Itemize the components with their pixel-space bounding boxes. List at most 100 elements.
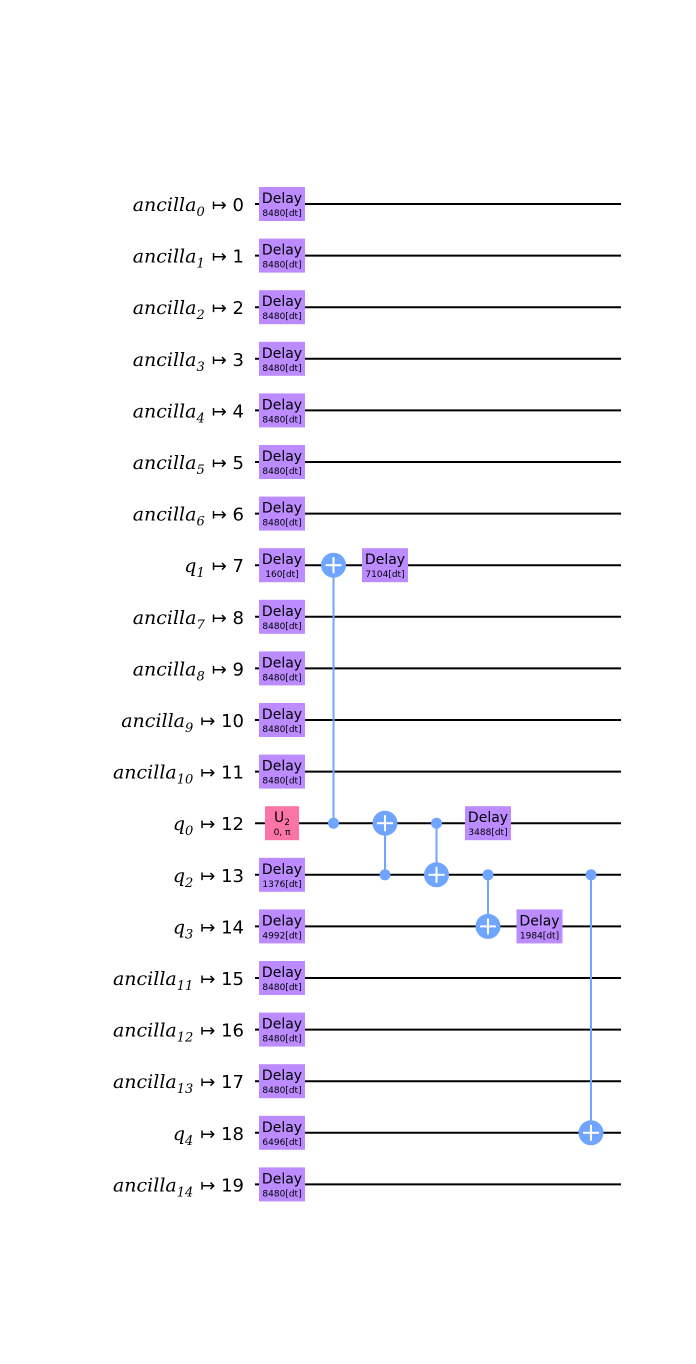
- qubit-label: q2 ↦ 13: [173, 865, 244, 891]
- gate-parameter: 8480[dt]: [262, 467, 301, 477]
- gate-label: Delay: [468, 810, 508, 826]
- delay-gate: Delay 8480[dt]: [259, 187, 305, 221]
- gate-label: Delay: [262, 1068, 302, 1084]
- cnot-target: [321, 552, 346, 578]
- gate-label: Delay: [262, 397, 302, 413]
- qubit-label: ancilla13 ↦ 17: [113, 1071, 244, 1097]
- delay-gate: Delay 7104[dt]: [362, 548, 408, 583]
- gate-parameter: 1984[dt]: [520, 931, 559, 941]
- delay-gate: Delay 8480[dt]: [259, 599, 305, 634]
- gate-parameter: 8480[dt]: [262, 622, 301, 632]
- delay-gate: Delay 1376[dt]: [259, 857, 305, 892]
- gate-label: Delay: [262, 1017, 302, 1033]
- gate-parameter: 4992[dt]: [262, 931, 301, 941]
- cnot-target: [372, 810, 398, 836]
- gate-parameter: 8480[dt]: [262, 983, 301, 993]
- gate-parameter: 8480[dt]: [262, 777, 301, 787]
- qubit-label: ancilla11 ↦ 15: [113, 968, 244, 994]
- delay-gate: Delay 8480[dt]: [259, 290, 305, 325]
- cnot-control-dot: [585, 869, 597, 881]
- qubit-label: ancilla14 ↦ 19: [113, 1174, 244, 1200]
- gate-parameter: 8480[dt]: [262, 673, 301, 683]
- delay-gate: Delay 4992[dt]: [259, 909, 305, 944]
- qubit-label: q4 ↦ 18: [173, 1123, 244, 1149]
- gate-label: Delay: [262, 501, 302, 517]
- gate-label: Delay: [262, 449, 302, 465]
- delay-gate: Delay 6496[dt]: [259, 1115, 305, 1150]
- qubit-label: ancilla10 ↦ 11: [113, 762, 244, 788]
- gate-label: Delay: [262, 552, 302, 568]
- delay-gate: Delay 8480[dt]: [259, 1012, 305, 1047]
- gate-label: Delay: [262, 191, 302, 207]
- cnot-control-dot: [431, 817, 442, 829]
- qubit-label: ancilla5 ↦ 5: [133, 452, 244, 478]
- gate-parameter: 8480[dt]: [262, 364, 301, 374]
- cnot-control-dot: [379, 869, 391, 881]
- cnot-target: [475, 913, 501, 939]
- qubit-label: ancilla7 ↦ 8: [133, 607, 244, 633]
- gate-parameter: 8480[dt]: [262, 261, 301, 271]
- cnot-control-dot: [328, 817, 339, 829]
- delay-gate: Delay 8480[dt]: [259, 393, 305, 428]
- qubit-label: ancilla4 ↦ 4: [133, 400, 244, 426]
- gate-parameter: 8480[dt]: [262, 209, 301, 219]
- delay-gate: Delay 1984[dt]: [516, 909, 563, 944]
- delay-gate: Delay 8480[dt]: [259, 961, 305, 995]
- gate-parameter: 8480[dt]: [262, 1189, 301, 1199]
- qubit-label: ancilla2 ↦ 2: [133, 297, 244, 323]
- delay-gate: Delay 8480[dt]: [259, 496, 305, 531]
- gate-label: Delay: [262, 243, 302, 259]
- u2-gate: U20, π: [265, 806, 299, 841]
- qubit-label: ancilla3 ↦ 3: [133, 349, 244, 375]
- gate-label: Delay: [262, 655, 302, 671]
- qubit-label: q3 ↦ 14: [173, 916, 244, 942]
- qubit-label: ancilla8 ↦ 9: [133, 658, 244, 684]
- gate-label: Delay: [519, 913, 559, 929]
- gate-parameter: 8480[dt]: [262, 1035, 301, 1045]
- gate-label: U2: [274, 810, 290, 828]
- delay-gate: Delay 8480[dt]: [259, 1064, 305, 1099]
- delay-gate: Delay 8480[dt]: [259, 341, 305, 376]
- gate-parameter: 8480[dt]: [262, 1086, 301, 1096]
- gate-parameter: 8480[dt]: [262, 415, 301, 425]
- gate-parameter: 3488[dt]: [468, 828, 507, 838]
- cnot-target: [424, 862, 449, 888]
- gate-label: Delay: [262, 965, 302, 981]
- qubit-label: ancilla9 ↦ 10: [121, 710, 244, 736]
- gate-label: Delay: [262, 294, 302, 310]
- gate-parameter: 160[dt]: [265, 570, 298, 580]
- gate-label: Delay: [262, 346, 302, 362]
- delay-gate: Delay 160[dt]: [259, 548, 305, 583]
- gate-label: Delay: [262, 759, 302, 775]
- qubit-label: ancilla1 ↦ 1: [133, 246, 244, 272]
- qubit-label: q1 ↦ 7: [184, 555, 244, 581]
- gate-parameter: 8480[dt]: [262, 725, 301, 735]
- gate-parameter: 8480[dt]: [262, 519, 301, 529]
- qubit-label: ancilla12 ↦ 16: [113, 1020, 244, 1046]
- gate-parameter: 6496[dt]: [262, 1138, 301, 1148]
- gate-label: Delay: [365, 552, 405, 568]
- delay-gate: Delay 8480[dt]: [259, 238, 305, 273]
- gate-label: Delay: [262, 1120, 302, 1136]
- gate-parameter: 8480[dt]: [262, 312, 301, 322]
- delay-gate: Delay 8480[dt]: [259, 1167, 305, 1202]
- gate-label: Delay: [262, 604, 302, 620]
- gate-label: Delay: [262, 707, 302, 723]
- delay-gate: Delay 3488[dt]: [465, 806, 511, 841]
- cnot-control-dot: [482, 869, 494, 881]
- gate-label: Delay: [262, 862, 302, 878]
- cnot-target: [578, 1120, 604, 1146]
- delay-gate: Delay 8480[dt]: [259, 754, 305, 789]
- delay-gate: Delay 8480[dt]: [259, 445, 305, 479]
- delay-gate: Delay 8480[dt]: [259, 703, 305, 737]
- qubit-label: q0 ↦ 12: [173, 813, 244, 839]
- gate-parameter: 0, π: [274, 828, 291, 838]
- delay-gate: Delay 8480[dt]: [259, 651, 305, 686]
- gate-label: Delay: [262, 913, 302, 929]
- gate-parameter: 1376[dt]: [262, 880, 301, 890]
- qubit-label: ancilla6 ↦ 6: [133, 504, 244, 530]
- gate-parameter: 7104[dt]: [365, 570, 404, 580]
- qubit-label: ancilla0 ↦ 0: [133, 194, 244, 220]
- gate-label: Delay: [262, 1171, 302, 1187]
